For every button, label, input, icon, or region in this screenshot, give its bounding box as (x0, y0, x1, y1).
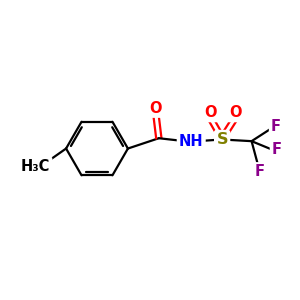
Text: O: O (150, 101, 162, 116)
Text: H₃C: H₃C (21, 159, 50, 174)
Text: NH: NH (179, 134, 203, 149)
Text: O: O (229, 105, 241, 120)
Text: S: S (216, 132, 228, 147)
Text: F: F (254, 164, 265, 179)
Text: F: F (272, 142, 282, 157)
Text: F: F (271, 119, 281, 134)
Text: O: O (204, 105, 217, 120)
